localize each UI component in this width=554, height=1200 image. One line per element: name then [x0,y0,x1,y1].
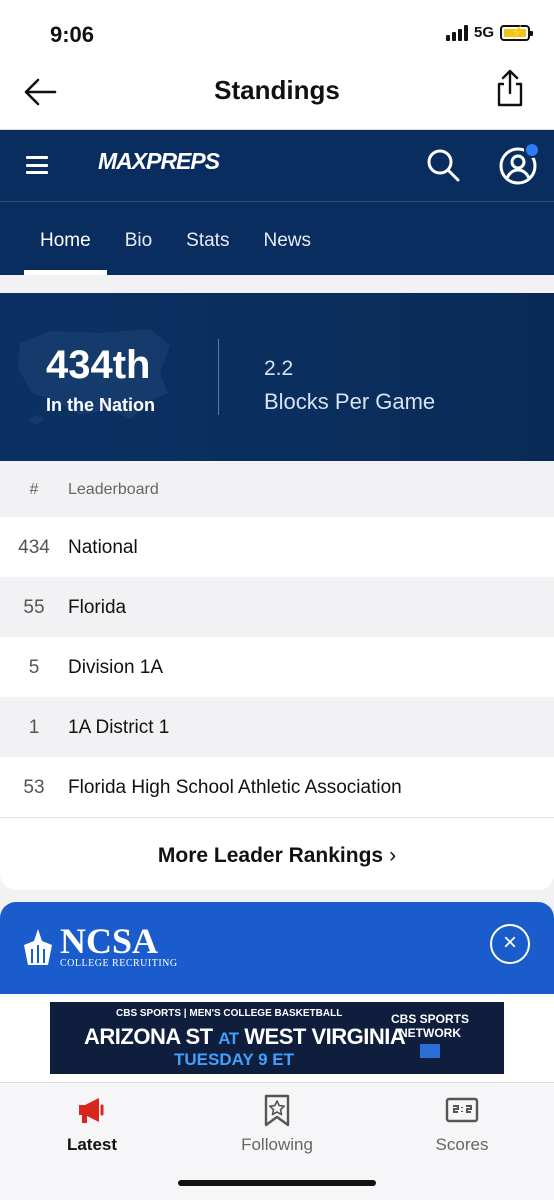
network-name: CBS SPORTS NETWORK [390,1012,469,1040]
home-indicator [178,1180,376,1186]
row-name: Florida [68,597,127,618]
menu-icon[interactable] [26,156,48,174]
maxpreps-topbar: MAXPREPS [0,130,554,202]
close-icon: × [502,929,517,956]
national-rank: 434th [46,343,151,387]
ncsa-emblem-icon [24,928,52,965]
chevron-right-icon: › [389,844,397,867]
ncsa-brand: NCSA [60,921,159,961]
network-logo-icon [420,1044,440,1058]
ranking-hero: 434th In the Nation 2.2 Blocks Per Game [0,293,554,461]
tab-scores-label: Scores [435,1135,489,1154]
maxpreps-header: MAXPREPS Home Bio Stats News [0,130,554,275]
tab-stats[interactable]: Stats [186,230,230,251]
status-indicators: 5G ⚡ [445,24,533,41]
leaderboard-row[interactable]: 55 Florida [0,577,554,637]
maxpreps-logo[interactable]: MAXPREPS [98,148,220,174]
scoreboard-icon [445,1097,479,1123]
row-name: Florida High School Athletic Association [68,777,402,798]
close-ad-button[interactable]: × [490,924,530,964]
leaderboard-row[interactable]: 434 National [0,517,554,577]
banner-at: AT [218,1029,239,1048]
profile-tabs: Home Bio Stats News [0,202,311,275]
user-icon [499,147,537,185]
row-rank: 5 [28,657,40,678]
rank-column-header: # [29,481,39,498]
bookmark-star-icon [264,1094,290,1127]
row-name: Division 1A [68,657,164,678]
row-rank: 434 [18,537,50,558]
banner-matchup: ARIZONA ST AT WEST VIRGINIA [84,1024,406,1050]
tab-following[interactable]: Following [207,1093,347,1155]
row-name: National [68,537,138,558]
status-time: 9:06 [50,22,95,47]
banner-header: CBS SPORTS | MEN'S COLLEGE BASKETBALL [116,1008,343,1019]
tab-latest[interactable]: Latest [22,1093,162,1155]
standings-card: 434th In the Nation 2.2 Blocks Per Game … [0,293,554,890]
ad-container: NCSA COLLEGE RECRUITING × CBS SPORTS | M… [0,902,554,1082]
more-leader-rankings-button[interactable]: More Leader Rankings › [0,817,554,890]
tab-scores[interactable]: Scores [392,1093,532,1155]
battery-icon: ⚡ [500,24,533,41]
ncsa-subtitle: COLLEGE RECRUITING [60,958,178,969]
leaderboard-row[interactable]: 1 1A District 1 [0,697,554,757]
account-button[interactable] [498,142,540,186]
leaderboard-row[interactable]: 5 Division 1A [0,637,554,697]
back-arrow-icon[interactable] [22,76,58,108]
national-rank-label: In the Nation [46,395,155,415]
banner-date: TUESDAY 9 ET [174,1050,294,1069]
more-rankings-label: More Leader Rankings [157,844,384,867]
notification-dot [524,142,540,158]
search-icon[interactable] [426,148,460,182]
tab-following-label: Following [241,1135,313,1154]
tab-bio[interactable]: Bio [124,230,153,251]
stat-value: 2.2 [264,357,294,380]
leaderboard-column-header: Leaderboard [68,481,159,498]
leaderboard-row[interactable]: 53 Florida High School Athletic Associat… [0,757,554,817]
banner-team-2: WEST VIRGINIA [244,1024,406,1049]
ncsa-logo[interactable]: NCSA COLLEGE RECRUITING [22,921,178,969]
stat-label: Blocks Per Game [264,389,436,414]
tab-home[interactable]: Home [24,202,107,275]
us-map-icon [18,329,170,425]
row-name: 1A District 1 [68,717,170,738]
row-rank: 53 [23,777,45,798]
banner-network: CBS SPORTS NETWORK [380,1012,480,1061]
status-bar: 9:06 5G ⚡ [0,0,554,60]
hero-divider [218,339,219,415]
share-icon[interactable] [494,68,526,108]
tab-latest-label: Latest [66,1135,118,1154]
megaphone-icon [79,1098,104,1123]
signal-icon [445,24,468,41]
ad-banner[interactable]: CBS SPORTS | MEN'S COLLEGE BASKETBALL AR… [50,1002,504,1074]
tab-news[interactable]: News [263,230,311,251]
banner-team-1: ARIZONA ST [84,1024,213,1049]
page-title: Standings [214,75,340,105]
network-label: 5G [473,24,494,41]
row-rank: 1 [28,717,40,738]
row-rank: 55 [23,597,45,618]
leaderboard-header: # Leaderboard [0,461,554,517]
app-bar: Standings [0,60,554,130]
